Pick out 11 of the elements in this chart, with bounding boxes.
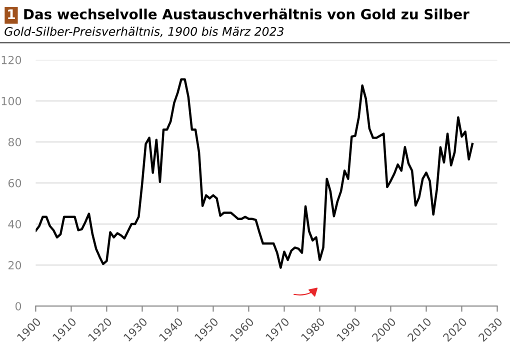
chart-title: Das wechselvolle Austauschverhältnis von Gold zu Silber <box>24 8 470 20</box>
y-tick-label: 0 <box>15 302 22 310</box>
y-tick-label: 80 <box>8 138 22 146</box>
y-tick-label: 60 <box>8 178 22 188</box>
y-tick-label: 120 <box>2 56 22 64</box>
line-series <box>36 78 474 269</box>
y-tick-label: 40 <box>8 220 22 228</box>
y-tick-label: 20 <box>8 261 22 270</box>
y-tick-label: 100 <box>2 96 22 106</box>
chart-subtitle: Gold-Silber-Preisverhältnis, 1900 bis März 2023 <box>4 26 284 38</box>
text: 1 <box>8 9 15 20</box>
